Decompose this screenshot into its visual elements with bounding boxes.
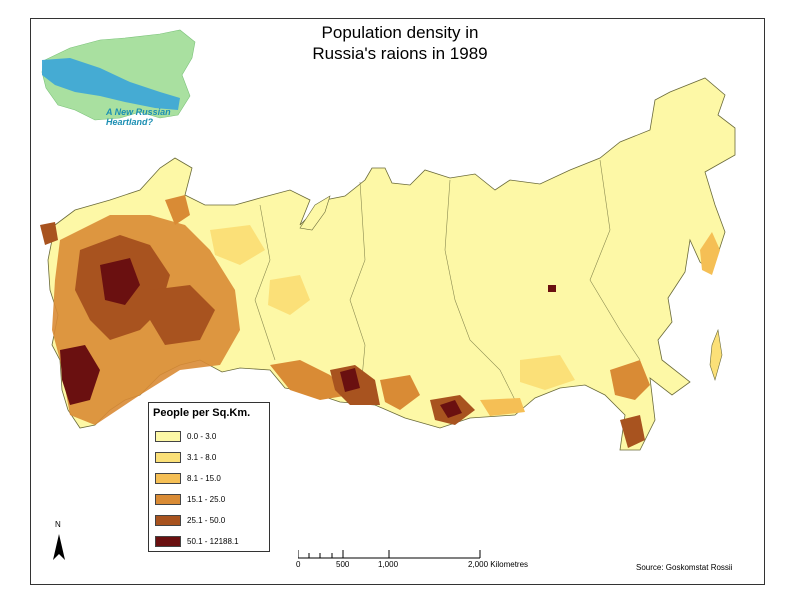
map-title-line1: Population density in [321,23,479,42]
legend-label-5: 25.1 - 50.0 [187,515,226,525]
legend-swatch-4 [155,493,181,505]
dense-south-siberia [270,285,650,448]
legend-swatch-1 [155,430,181,442]
legend-row-4: 15.1 - 25.0 [155,493,225,505]
dense-west [40,195,240,425]
novaya-zemlya [299,195,331,231]
inset-caption: A New Russian Heartland? [106,107,171,127]
scale-tick-1000: 1,000 [378,560,399,569]
north-arrow-icon [53,534,65,560]
map-title: Population density in Russia's raions in… [270,22,530,64]
inset-caption-line2: Heartland? [106,117,154,127]
legend-label-3: 8.1 - 15.0 [187,473,221,483]
sakhalin-island [709,328,723,382]
medium-zones [210,225,575,390]
legend-row-3: 8.1 - 15.0 [155,472,221,484]
north-label: N [55,520,61,529]
north-arrow: N [47,520,71,566]
scale-tick-0: 0 [296,560,301,569]
legend-swatch-3 [155,472,181,484]
legend-swatch-5 [155,514,181,526]
scale-bar-line [298,550,481,559]
scale-tick-500: 500 [336,560,350,569]
legend-label-4: 15.1 - 25.0 [187,494,226,504]
legend: People per Sq.Km. 0.0 - 3.0 3.1 - 8.0 8.… [148,402,270,552]
legend-row-6: 50.1 - 12188.1 [155,535,239,547]
legend-swatch-2 [155,451,181,463]
legend-row-2: 3.1 - 8.0 [155,451,216,463]
inset-map [41,29,196,121]
legend-row-1: 0.0 - 3.0 [155,430,216,442]
legend-row-5: 25.1 - 50.0 [155,514,225,526]
inset-heartland-band [42,58,180,110]
source-credit: Source: Goskomstat Rossii [636,563,733,572]
scale-bar: 0 500 1,000 2,000 Kilometres [290,548,550,578]
region-boundaries [254,159,641,411]
legend-title: People per Sq.Km. [153,407,251,419]
legend-label-6: 50.1 - 12188.1 [187,536,239,546]
scale-end-label: 2,000 Kilometres [468,560,529,569]
legend-label-2: 3.1 - 8.0 [187,452,217,462]
inset-caption-line1: A New Russian [106,107,171,117]
map-title-line2: Russia's raions in 1989 [312,44,488,63]
kamchatka-region [700,232,720,275]
legend-swatch-6 [155,535,181,547]
legend-label-1: 0.0 - 3.0 [187,431,217,441]
